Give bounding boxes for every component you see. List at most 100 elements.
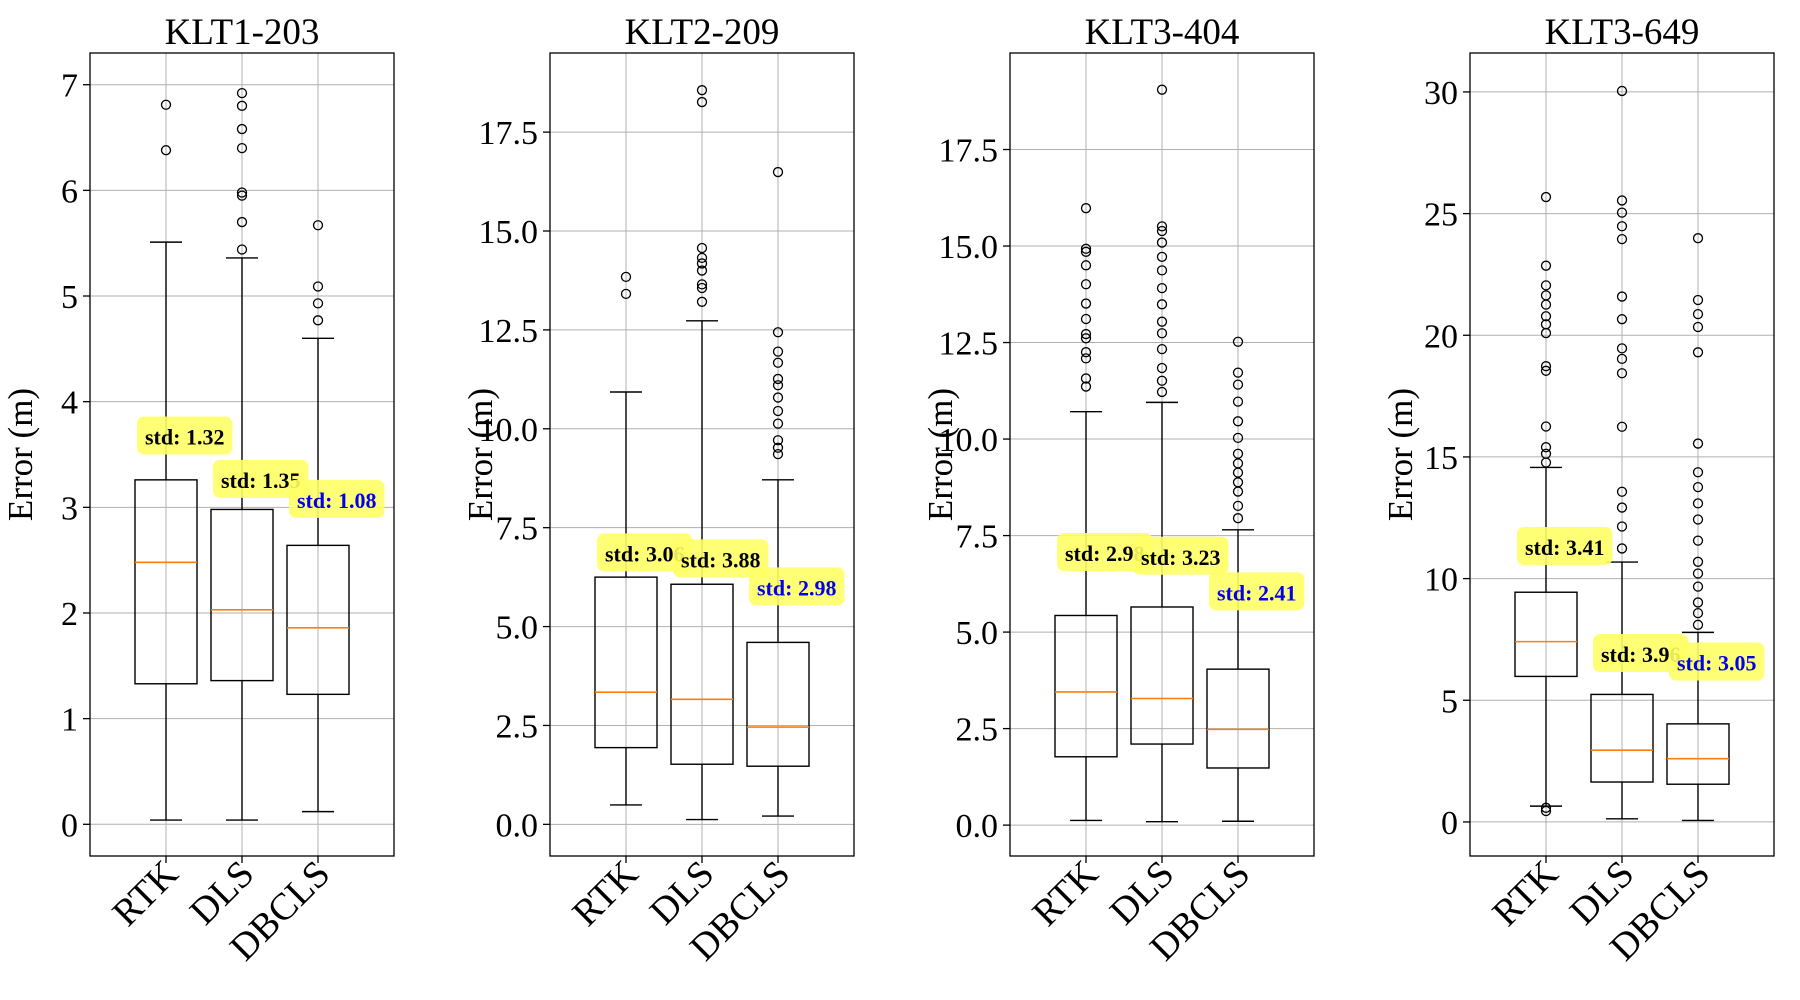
std-annotation-text: std: 1.35: [221, 468, 300, 493]
iqr-box: [1514, 591, 1578, 678]
outlier-point: [1692, 514, 1704, 525]
outlier-point: [772, 373, 784, 385]
std-annotation-box: [1057, 532, 1153, 571]
y-tick-label: 7.5: [956, 519, 999, 556]
std-annotation: std: 3.88: [673, 539, 769, 578]
y-tick-label: 10.0: [479, 412, 539, 449]
outlier-point: [1156, 299, 1168, 310]
outlier-point: [1616, 85, 1628, 97]
outlier-point: [1080, 313, 1092, 325]
outlier-point: [1156, 282, 1168, 294]
outlier-point: [696, 96, 708, 108]
outlier-point: [1080, 333, 1092, 344]
outlier-point: [1616, 502, 1628, 513]
outlier-point: [1156, 251, 1168, 262]
x-tick-label: RTK: [1025, 852, 1107, 934]
y-axis-label: Error (m): [461, 388, 500, 521]
std-annotation-box: [597, 533, 693, 572]
outlier-point: [1156, 237, 1168, 248]
outlier-point: [1540, 191, 1552, 203]
outlier-point: [1232, 379, 1244, 390]
std-annotation-box: [137, 416, 233, 455]
y-axis-label: Error (m): [921, 388, 960, 521]
outlier-point: [1232, 513, 1244, 524]
outlier-point: [1232, 500, 1244, 511]
outlier-point: [312, 315, 324, 326]
std-annotation-text: std: 3.06: [605, 541, 684, 566]
outlier-point: [236, 142, 248, 154]
outlier-point: [1692, 438, 1704, 449]
std-annotation: std: 3.06: [597, 533, 693, 572]
outlier-point: [1540, 365, 1552, 376]
outlier-point: [1692, 619, 1704, 630]
outlier-point: [1692, 481, 1704, 493]
box-rtk: [1054, 203, 1118, 822]
outlier-point: [1692, 498, 1704, 509]
outlier-point: [312, 281, 324, 292]
outlier-point: [236, 216, 248, 228]
std-annotation: std: 1.32: [137, 416, 233, 455]
y-tick-label: 0.0: [496, 807, 539, 844]
std-annotation-box: [1593, 634, 1689, 673]
outlier-point: [1080, 373, 1092, 384]
outlier-point: [1616, 368, 1628, 379]
y-tick-label: 5: [1441, 683, 1458, 720]
box-dbcls: [1206, 336, 1270, 822]
box-rtk: [594, 271, 658, 806]
subplot-3: 0.02.55.07.510.012.515.017.5RTKDLSDBCLSK…: [921, 12, 1315, 969]
y-tick-label: 0: [61, 807, 78, 844]
subplot-title: KLT3-649: [1545, 12, 1700, 53]
outlier-point: [1692, 568, 1704, 579]
std-annotation-box: [673, 539, 769, 578]
outlier-point: [772, 346, 784, 357]
box-dls: [1590, 85, 1654, 820]
outlier-point: [696, 258, 708, 269]
outlier-point: [1232, 367, 1244, 378]
outlier-point: [772, 357, 784, 368]
outlier-point: [1616, 353, 1628, 365]
y-tick-label: 20: [1424, 318, 1458, 355]
outlier-point: [1616, 543, 1628, 554]
outlier-point: [1616, 343, 1628, 354]
std-annotation: std: 2.98: [1057, 532, 1153, 571]
outlier-point: [1540, 311, 1552, 322]
outlier-point: [696, 85, 708, 96]
x-tick-label: RTK: [105, 852, 187, 934]
std-annotation-text: std: 3.96: [1601, 642, 1680, 667]
y-tick-label: 10.0: [939, 422, 999, 459]
outlier-point: [1080, 328, 1092, 340]
outlier-point: [1616, 195, 1628, 206]
outlier-point: [1616, 421, 1628, 432]
outlier-point: [1080, 353, 1092, 364]
std-annotation-text: std: 1.32: [145, 425, 224, 450]
outlier-point: [1616, 521, 1628, 532]
outlier-point: [696, 252, 708, 264]
outlier-point: [1692, 321, 1704, 333]
outlier-point: [236, 190, 248, 201]
outlier-point: [1156, 221, 1168, 232]
std-annotation: std: 3.23: [1133, 536, 1229, 575]
outlier-point: [1540, 805, 1552, 817]
std-annotation-text: std: 2.98: [757, 575, 836, 600]
outlier-point: [1692, 597, 1704, 608]
y-tick-label: 1: [61, 702, 78, 739]
outlier-point: [772, 327, 784, 338]
y-tick-label: 15.0: [479, 214, 539, 251]
outlier-point: [1080, 381, 1092, 392]
outlier-point: [1692, 467, 1704, 478]
outlier-point: [1156, 362, 1168, 374]
iqr-box: [670, 583, 734, 765]
outlier-point: [1540, 448, 1552, 459]
y-tick-label: 2: [61, 596, 78, 633]
std-annotation-text: std: 2.41: [1217, 580, 1296, 605]
std-annotation: std: 1.35: [213, 459, 309, 498]
outlier-point: [1080, 203, 1092, 214]
std-annotation-box: [213, 459, 309, 498]
y-tick-label: 2.5: [956, 712, 999, 749]
outlier-point: [1156, 225, 1168, 237]
std-annotation: std: 2.98: [749, 567, 845, 606]
std-annotation-text: std: 2.98: [1065, 541, 1144, 566]
outlier-point: [160, 145, 172, 156]
